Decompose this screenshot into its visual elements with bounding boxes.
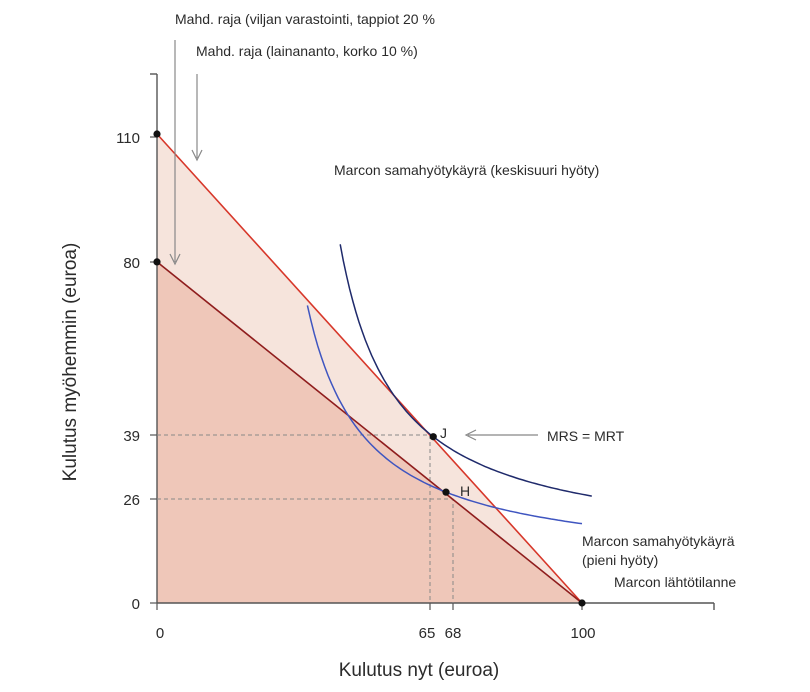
arrow-lending-label bbox=[191, 74, 203, 162]
point-endowment bbox=[578, 599, 586, 607]
indifference-curve-medium bbox=[339, 244, 592, 497]
x-tick-label-0: 0 bbox=[156, 625, 164, 642]
y-tick-label-80: 80 bbox=[123, 255, 140, 272]
storage-constraint-line bbox=[156, 261, 583, 604]
x-tick-label-100: 100 bbox=[570, 625, 595, 642]
x-tick-label-68: 68 bbox=[445, 625, 462, 642]
lending-constraint-label: Mahd. raja (lainananto, korko 10 %) bbox=[196, 43, 418, 59]
point-h-label: H bbox=[460, 483, 470, 499]
storage-constraint-label: Mahd. raja (viljan varastointi, tappiot … bbox=[175, 11, 435, 27]
point-j-label: J bbox=[440, 425, 447, 441]
y-tick-label-0: 0 bbox=[132, 596, 140, 613]
y-axis-title: Kulutus myöhemmin (euroa) bbox=[60, 243, 81, 482]
arrow-storage-label bbox=[169, 40, 181, 266]
point-intercept-80 bbox=[153, 258, 161, 266]
point-j bbox=[429, 433, 437, 441]
lending-constraint-line bbox=[156, 133, 583, 604]
y-tick-label-110: 110 bbox=[116, 130, 140, 147]
point-h bbox=[442, 488, 450, 496]
y-tick-label-39: 39 bbox=[123, 428, 140, 445]
medium-curve-label: Marcon samahyötykäyrä (keskisuuri hyöty) bbox=[334, 162, 599, 178]
x-tick-label-65: 65 bbox=[419, 625, 436, 642]
small-curve-label-line2: (pieni hyöty) bbox=[582, 552, 658, 568]
endowment-label: Marcon lähtötilanne bbox=[614, 574, 736, 590]
point-intercept-110 bbox=[153, 130, 161, 138]
arrow-mrs-mrt bbox=[464, 429, 538, 441]
x-axis-title: Kulutus nyt (euroa) bbox=[339, 660, 500, 681]
small-curve-label-line1: Marcon samahyötykäyrä bbox=[582, 533, 735, 549]
y-tick-label-26: 26 bbox=[123, 492, 140, 509]
mrs-mrt-label: MRS = MRT bbox=[547, 428, 625, 444]
